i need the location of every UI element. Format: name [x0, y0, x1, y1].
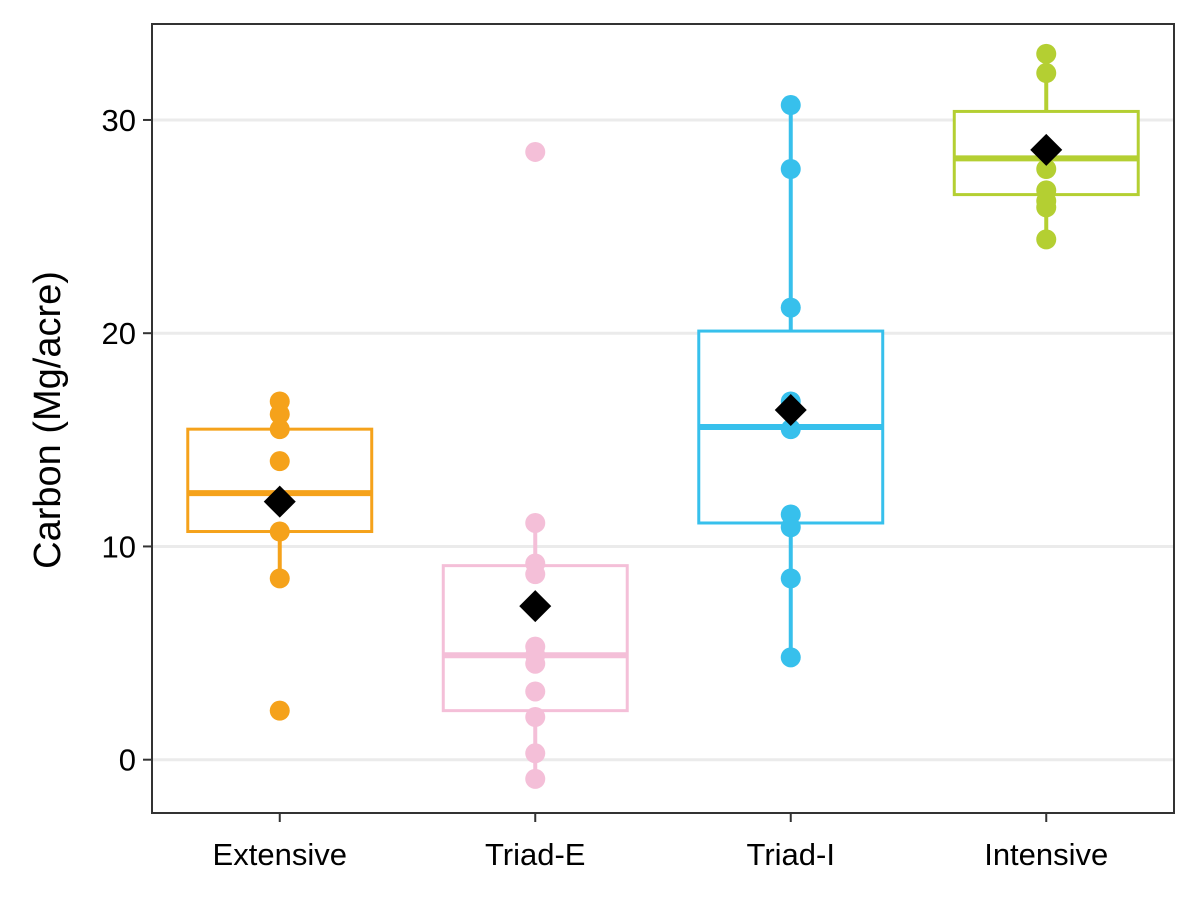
data-point	[269, 700, 290, 721]
mean-marker	[263, 485, 296, 518]
y-axis-title: Carbon (Mg/acre)	[27, 271, 69, 569]
data-point	[1036, 63, 1057, 84]
series-intensive	[952, 43, 1140, 250]
data-point	[1036, 229, 1057, 250]
data-point	[269, 451, 290, 472]
panel	[151, 23, 1175, 814]
data-point	[1036, 43, 1057, 64]
data-point	[780, 517, 801, 538]
y-axis: 0 10 20 30	[102, 103, 152, 778]
mean-marker	[519, 590, 552, 623]
data-point	[780, 159, 801, 180]
series-triad-e	[441, 141, 629, 789]
series-triad-i	[697, 95, 885, 668]
data-point	[1036, 159, 1057, 180]
x-axis: Extensive Triad-E Triad-I Intensive	[213, 813, 1108, 872]
data-point	[525, 743, 546, 764]
data-point	[269, 419, 290, 440]
y-tick-label: 30	[102, 103, 136, 138]
mean-marker	[774, 393, 807, 426]
data-point	[780, 297, 801, 318]
panel-border	[151, 23, 1175, 814]
data-point	[525, 653, 546, 674]
x-tick-label: Extensive	[213, 837, 347, 872]
x-tick-label: Triad-I	[747, 837, 835, 872]
series-extensive	[186, 391, 374, 721]
data-point	[1036, 197, 1057, 218]
x-tick-label: Triad-E	[485, 837, 585, 872]
x-tick-label: Intensive	[984, 837, 1108, 872]
data-point	[269, 568, 290, 589]
plot-series	[186, 43, 1140, 789]
data-point	[525, 141, 546, 162]
data-point	[525, 512, 546, 533]
data-point	[525, 768, 546, 789]
y-tick-label: 10	[102, 529, 136, 564]
data-point	[780, 419, 801, 440]
y-tick-label: 0	[119, 743, 136, 778]
data-point	[525, 707, 546, 728]
y-tick-label: 20	[102, 316, 136, 351]
data-point	[269, 521, 290, 542]
data-point	[269, 391, 290, 412]
data-point	[780, 647, 801, 668]
mean-marker	[1030, 133, 1063, 166]
data-point	[525, 564, 546, 585]
data-point	[780, 568, 801, 589]
data-point	[780, 95, 801, 116]
data-point	[525, 681, 546, 702]
